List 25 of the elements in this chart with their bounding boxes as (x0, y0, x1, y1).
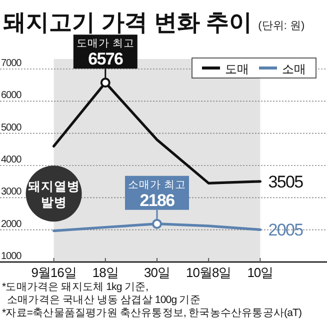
y-tick-label: 3000 (1, 186, 22, 198)
x-tick-label: 30일 (144, 265, 170, 280)
x-tick-label: 10일 (247, 265, 274, 280)
data-label: 2186 (140, 190, 175, 210)
legend-label: 소매 (282, 62, 306, 76)
legend-label: 도매 (225, 62, 249, 76)
y-tick-label: 1000 (1, 251, 22, 262)
text: 도매가 최고 (76, 38, 134, 50)
chart-subtitle: (단위: 원) (258, 20, 305, 32)
y-tick-label: 2000 (1, 218, 22, 230)
x-tick-label: 18일 (92, 265, 118, 280)
y-tick-label: 6000 (1, 90, 22, 102)
x-tick-label: 9월16일 (31, 265, 76, 280)
chart-title: 돼지고기 가격 변화 추이 (3, 9, 252, 35)
text: *도매가격은 돼지도체 1kg 기준, 소매가격은 국내산 냉동 삼겹살 100g 기준 (2, 281, 201, 306)
annotation: 돼지열병 발병 (28, 180, 80, 210)
y-tick-label: 5000 (1, 122, 22, 134)
data-label: 3505 (268, 172, 304, 192)
data-label: 2005 (268, 220, 304, 240)
x-tick-label: 10월8일 (186, 265, 232, 280)
data-label: 6576 (88, 50, 124, 69)
annotation: 소매가 최고 (128, 178, 186, 191)
y-tick-label: 4000 (1, 154, 22, 166)
text: *자료=축산물품질평가원 축산유통정보, 한국농수산유통공사(aT) (2, 307, 302, 319)
y-tick-label: 7000 (1, 58, 22, 69)
